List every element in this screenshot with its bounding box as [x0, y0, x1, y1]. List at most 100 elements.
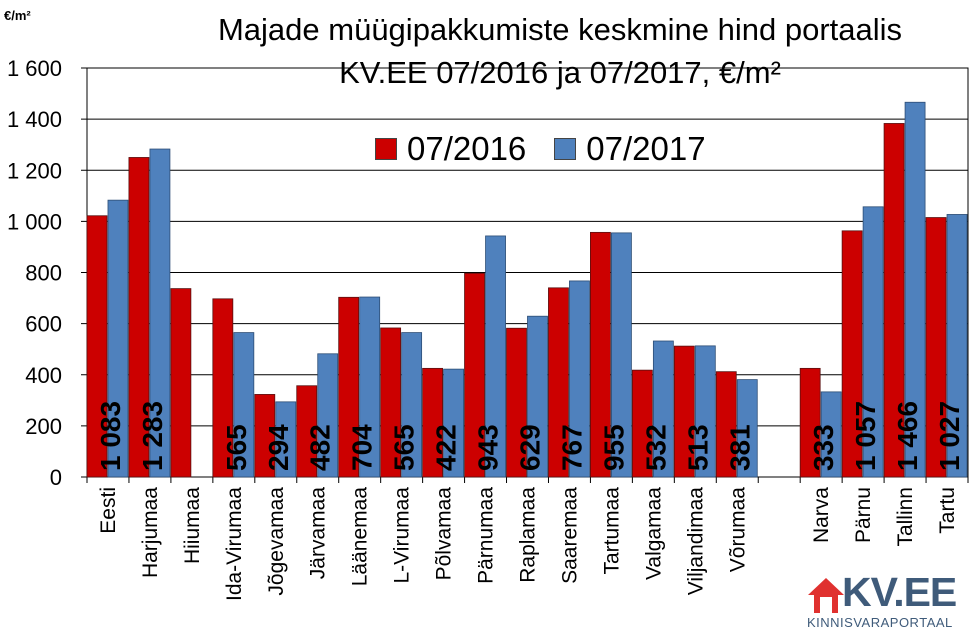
data-label: 1 466: [892, 401, 923, 471]
y-tick-label: 1 000: [7, 209, 62, 234]
bar-2016: [422, 367, 443, 478]
data-label: 704: [347, 424, 378, 471]
x-category-label: Pärnu: [852, 487, 875, 543]
data-label: 333: [808, 424, 839, 471]
bar-2017: [820, 391, 842, 478]
x-category-label: Jõgevamaa: [265, 487, 288, 596]
bar-2016: [506, 327, 527, 478]
bar-2017: [527, 315, 548, 478]
bar-2016: [86, 215, 108, 478]
bar-2017: [862, 206, 884, 478]
bar-2017: [569, 280, 590, 478]
bar-2016: [548, 287, 569, 478]
data-label: 767: [556, 424, 587, 471]
data-label: 482: [305, 424, 336, 471]
x-category-label: Tartumaa: [600, 487, 623, 575]
bar-2016: [590, 231, 611, 478]
data-label: 565: [389, 424, 420, 471]
data-label: 513: [682, 424, 713, 471]
bar-2017: [904, 101, 926, 478]
x-category-label: Harjumaa: [139, 487, 162, 578]
legend-swatch-2017: [554, 138, 577, 160]
y-tick-label: 1 600: [7, 56, 62, 81]
bar-2016: [380, 327, 402, 478]
x-category-label: Saaremaa: [558, 487, 581, 584]
x-category-label: Tallinn: [894, 487, 917, 547]
bar-2016: [883, 123, 905, 478]
bar-2017: [149, 148, 171, 478]
unit-label: €/m²: [4, 8, 31, 23]
chart-title-line-1: Majade müügipakkumiste keskmine hind por…: [217, 12, 903, 47]
bar-2017: [946, 214, 968, 478]
data-label: 629: [515, 424, 546, 471]
data-label: 294: [263, 424, 294, 471]
bar-2016: [296, 385, 318, 478]
bar-2016: [170, 288, 192, 478]
house-icon: [808, 578, 844, 613]
logo-name: KV.EE: [842, 569, 957, 615]
data-label: 1 027: [934, 401, 965, 471]
bar-2016: [799, 367, 821, 478]
legend-label-2016: 07/2016: [407, 130, 527, 167]
bar-2017: [652, 340, 674, 478]
x-category-label: Viljandimaa: [684, 487, 707, 595]
y-tick-label: 1 400: [7, 107, 62, 132]
bar-2016: [254, 394, 276, 478]
data-label: 422: [431, 424, 462, 471]
bar-2016: [338, 296, 360, 478]
x-category-label: Pärnumaa: [475, 487, 498, 584]
y-tick-label: 800: [25, 261, 62, 286]
legend: 07/2016 07/2017: [375, 129, 734, 169]
bar-2017: [107, 199, 129, 478]
x-category-label: Läänemaa: [349, 487, 372, 587]
y-tick-label: 600: [25, 312, 62, 337]
bar-2017: [317, 353, 339, 478]
bar-2017: [401, 332, 423, 478]
x-category-label: Järvamaa: [307, 487, 330, 580]
bar-2016: [841, 230, 863, 478]
data-label: 532: [640, 424, 671, 471]
bar-2017: [611, 232, 632, 478]
logo-subtitle: KINNISVARAPORTAAL: [807, 615, 953, 630]
x-category-label: Tartu: [936, 487, 959, 534]
bar-2017: [485, 235, 506, 478]
bar-2017: [275, 401, 297, 478]
legend-item-2017: 07/2017: [554, 130, 706, 168]
x-category-label: L-Virumaa: [391, 487, 414, 584]
x-category-label: Põlvamaa: [433, 487, 456, 581]
bar-2016: [631, 369, 653, 478]
legend-item-2016: 07/2016: [375, 130, 526, 168]
x-category-label: Ida-Virumaa: [223, 487, 246, 601]
legend-label-2017: 07/2017: [586, 130, 706, 167]
y-tick-label: 400: [25, 363, 62, 388]
bar-2016: [715, 371, 737, 478]
bar-2016: [128, 157, 150, 478]
bar-2016: [673, 345, 695, 478]
x-category-label: Narva: [810, 487, 833, 543]
data-label: 565: [221, 424, 252, 471]
x-category-label: Raplamaa: [517, 487, 540, 583]
bar-2017: [233, 332, 255, 478]
chart-title-line-2: KV.EE 07/2016 ja 07/2017, €/m²: [339, 55, 781, 90]
legend-swatch-2016: [375, 138, 397, 160]
bar-2017: [694, 345, 716, 478]
data-label: 1 057: [850, 401, 881, 471]
bar-2016: [925, 217, 947, 478]
x-category-label: Võrumaa: [726, 487, 749, 573]
data-label: 1 083: [95, 401, 126, 471]
data-label: 1 283: [137, 401, 168, 471]
bar-2016: [464, 272, 485, 478]
data-label: 943: [473, 424, 504, 471]
kvee-logo[interactable]: KV.EE KINNISVARAPORTAAL: [806, 569, 972, 635]
bar-2017: [736, 379, 758, 478]
bar-2016: [212, 298, 234, 478]
bar-2017: [359, 296, 381, 478]
y-tick-label: 0: [50, 465, 62, 490]
x-category-label: Valgamaa: [642, 487, 665, 580]
data-label: 955: [598, 424, 629, 471]
y-tick-label: 1 200: [7, 158, 62, 183]
data-label: 381: [724, 424, 755, 471]
y-tick-label: 200: [25, 414, 62, 439]
